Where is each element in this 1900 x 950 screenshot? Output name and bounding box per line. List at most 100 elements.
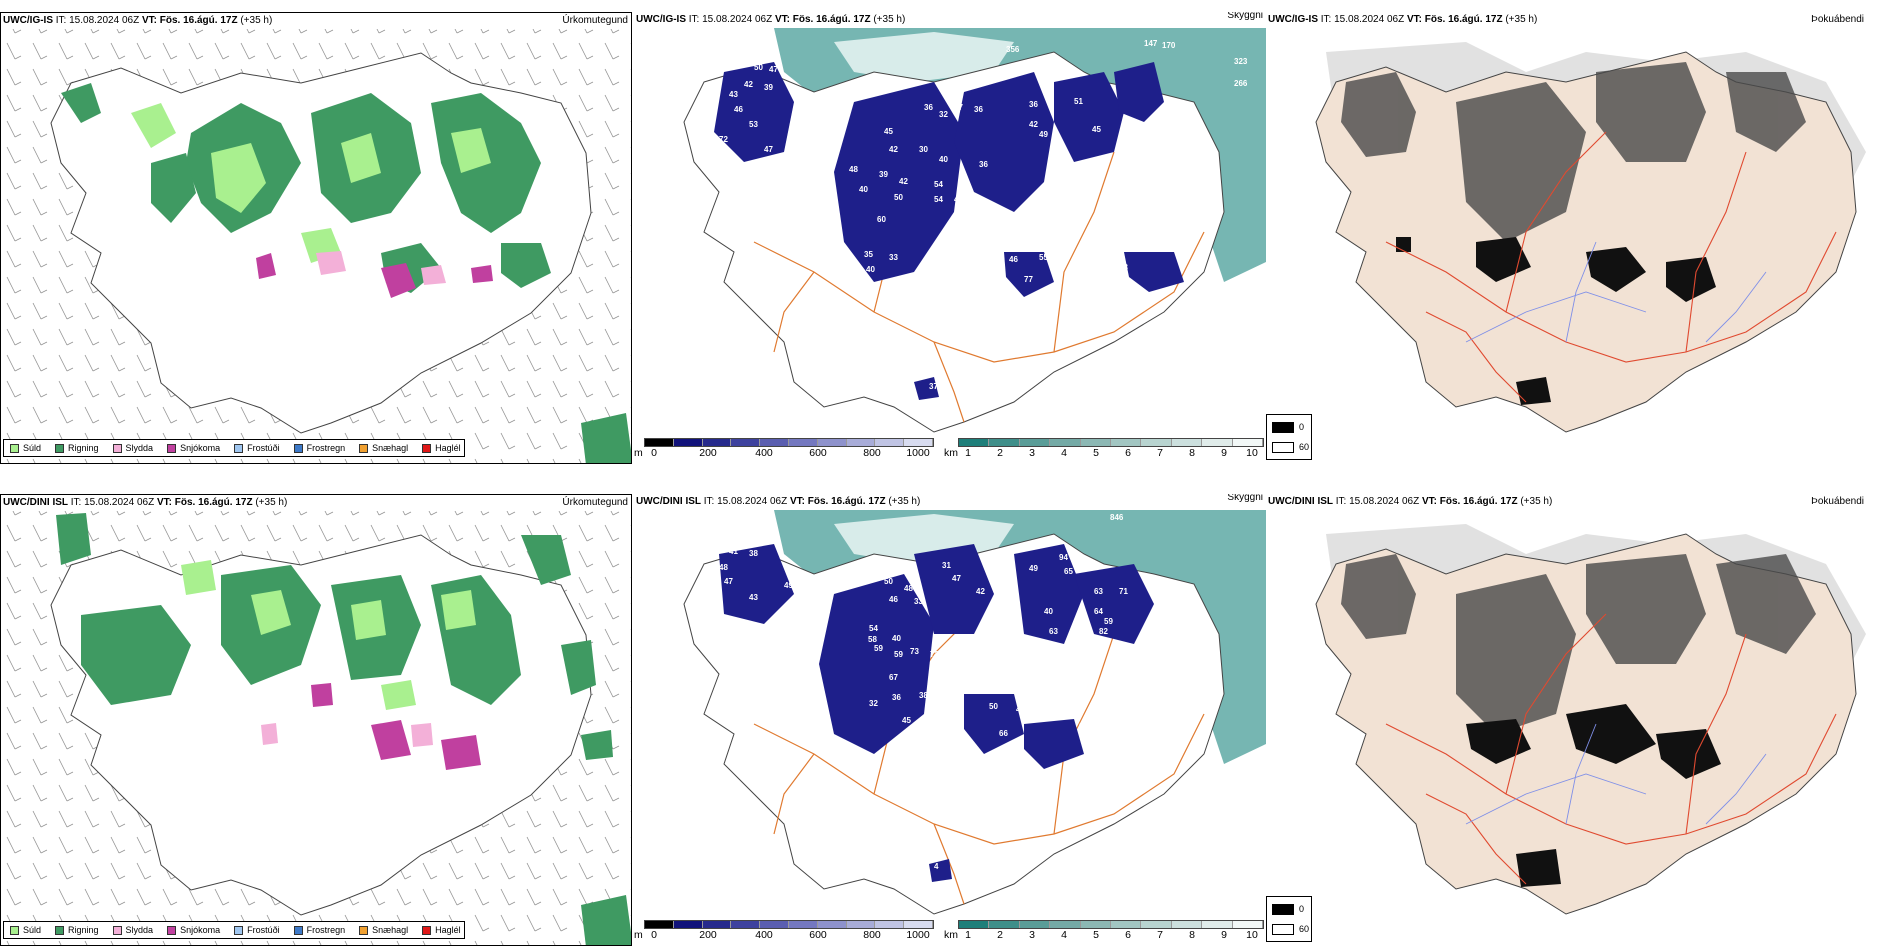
- vis-label: 59: [894, 650, 903, 659]
- vis-label: 74: [1049, 213, 1058, 222]
- vis-label: 43: [749, 593, 758, 602]
- height-tick: 1000: [906, 447, 930, 459]
- legend-item: Slydda: [112, 925, 153, 935]
- legend-item: Snæhagl: [359, 925, 408, 935]
- height-swatch: [788, 921, 818, 928]
- height-swatch: [645, 439, 674, 446]
- vis-label: 4: [934, 862, 939, 871]
- legend-item: Súld: [10, 443, 41, 453]
- vis-swatch: [989, 921, 1020, 928]
- panel-header: UWC/DINI ISL IT: 15.08.2024 06Z VT: Fös.…: [3, 497, 288, 508]
- vis-label: 47: [1016, 705, 1025, 714]
- vis-label: 50: [894, 193, 903, 202]
- vis-label: 147: [1144, 39, 1158, 48]
- vis-swatch: [1171, 921, 1203, 928]
- vis-label: 32: [869, 699, 878, 708]
- legend-item: Frostúði: [234, 925, 280, 935]
- vis-swatch: [1111, 439, 1142, 446]
- visibility-panel-row1: UWC/IG-IS IT: 15.08.2024 06Z VT: Fös. 16…: [634, 12, 1266, 464]
- precip-title: Úrkomutegund: [562, 15, 628, 26]
- vis-label: 38: [749, 549, 758, 558]
- vis-swatch: [959, 439, 990, 446]
- vis-label: 42: [1029, 120, 1038, 129]
- vis-label: 184: [1089, 255, 1103, 264]
- visibility-colorbar: km 1 2 3 4 5 6 7 8 9 10: [944, 438, 1266, 460]
- vis-label: 51: [1074, 97, 1083, 106]
- vis-label: 49: [784, 581, 793, 590]
- height-swatch: [731, 439, 761, 446]
- legend-item: Súld: [10, 925, 41, 935]
- vis-tick: 9: [1221, 929, 1227, 941]
- vis-label: 48: [719, 563, 728, 572]
- vis-tick: 8: [1189, 447, 1195, 459]
- panel-header: UWC/IG-IS IT: 15.08.2024 06Z VT: Fös. 16…: [636, 14, 906, 25]
- height-swatch: [702, 439, 732, 446]
- vis-label: 46: [734, 105, 743, 114]
- vis-label: 72: [930, 650, 939, 659]
- precip-panel-row2: UWC/DINI ISL IT: 15.08.2024 06Z VT: Fös.…: [0, 494, 632, 946]
- vis-label: 47: [952, 574, 961, 583]
- vis-label: 54: [934, 195, 943, 204]
- vis-swatch: [1171, 439, 1203, 446]
- visibility-map: 50 47 42 39 43 46 53 51 47 72 48 39 40 5…: [683, 28, 1266, 433]
- vis-swatch: [1080, 439, 1112, 446]
- height-swatch: [846, 921, 876, 928]
- vis-label: 36: [924, 103, 933, 112]
- vis-label: 70: [1039, 709, 1048, 718]
- legend-item: Snjókoma: [167, 925, 220, 935]
- vis-label: 38: [919, 691, 928, 700]
- vis-swatch: [989, 439, 1020, 446]
- vis-label: 42: [744, 80, 753, 89]
- vis-label: 42: [889, 145, 898, 154]
- vis-label: 73: [1119, 263, 1128, 272]
- vis-label: 119: [794, 195, 807, 204]
- height-tick: 200: [699, 447, 717, 459]
- vis-label: 40: [859, 185, 868, 194]
- vis-swatch: [1050, 921, 1081, 928]
- visibility-values: 50 47 42 39 43 46 53 51 47 72 48 39 40 5…: [719, 39, 1248, 391]
- visibility-colorbar: km 1 2 3 4 5 6 7 8 9 10: [944, 920, 1266, 942]
- height-swatch: [875, 921, 905, 928]
- fog-map: [1266, 510, 1900, 946]
- height-swatch: [702, 921, 732, 928]
- vis-label: 45: [884, 127, 893, 136]
- height-swatch: [875, 439, 905, 446]
- vis-unit: km: [944, 447, 958, 459]
- vis-label: 50: [989, 702, 998, 711]
- vis-label: 63: [974, 212, 983, 221]
- vis-label: 54: [934, 180, 943, 189]
- legend-item: Haglél: [422, 443, 461, 453]
- legend-item: Rigning: [55, 925, 99, 935]
- vis-label: 83: [1170, 597, 1179, 606]
- vis-label: 36: [1029, 100, 1038, 109]
- vis-label: 59: [1154, 145, 1163, 154]
- height-unit: m: [634, 929, 643, 941]
- vis-label: 48: [904, 584, 913, 593]
- vis-label: 60: [877, 215, 886, 224]
- vis-label: 53: [749, 120, 758, 129]
- vis-label: 47: [764, 145, 773, 154]
- precip-map: [1, 29, 631, 463]
- vis-tick: 4: [1061, 447, 1067, 459]
- vis-label: 50: [884, 577, 893, 586]
- height-swatch: [760, 921, 789, 928]
- fog-scale-label: 60: [1299, 924, 1310, 934]
- height-swatch: [846, 439, 876, 446]
- legend-item: Haglél: [422, 925, 461, 935]
- vis-label: 63: [1094, 587, 1103, 596]
- vis-label: 42: [976, 587, 985, 596]
- height-swatch: [788, 439, 818, 446]
- vis-label: 82: [1099, 627, 1108, 636]
- vis-label: 51: [804, 120, 813, 129]
- panel-header: UWC/IG-IS IT: 15.08.2024 06Z VT: Fös. 16…: [3, 15, 273, 26]
- vis-swatch: [1111, 921, 1142, 928]
- vis-swatch: [1050, 439, 1081, 446]
- vis-label: 111: [954, 675, 967, 684]
- vis-tick: 9: [1221, 447, 1227, 459]
- height-unit: m: [634, 447, 643, 459]
- vis-label: 72: [719, 135, 728, 144]
- vis-tick: 8: [1189, 929, 1195, 941]
- vis-tick: 6: [1125, 447, 1131, 459]
- vis-tick: 1: [965, 929, 971, 941]
- vis-swatch: [1141, 439, 1172, 446]
